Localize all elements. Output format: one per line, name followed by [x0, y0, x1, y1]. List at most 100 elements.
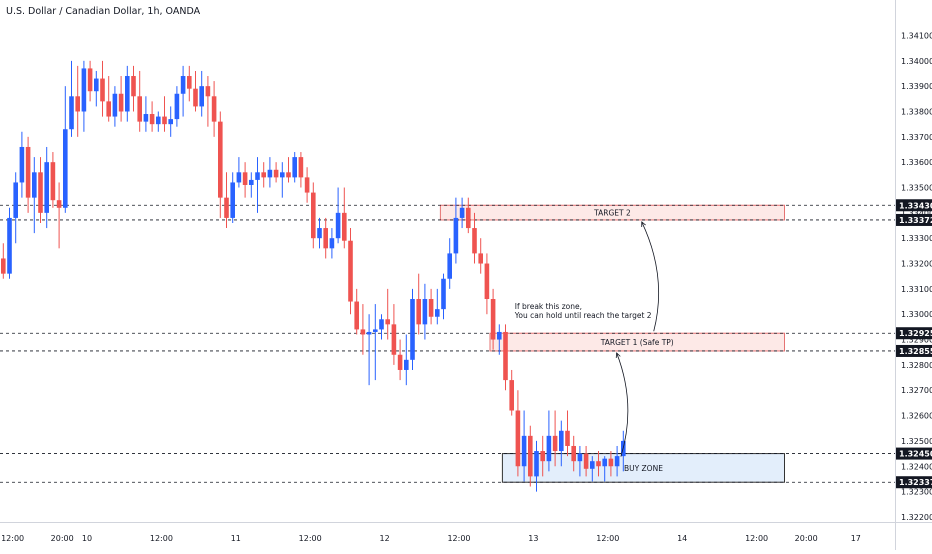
candle-body-94 — [583, 453, 589, 469]
candle-body-70 — [435, 309, 440, 317]
candle-body-17 — [106, 101, 111, 117]
candle-body-84 — [521, 435, 527, 467]
y-tick-14: 1.32700 — [901, 386, 932, 395]
price-label-1: 1.33372 — [899, 216, 932, 225]
candle-body-13 — [81, 68, 87, 112]
candle-body-77 — [478, 253, 483, 264]
candle-body-62 — [385, 319, 390, 325]
candle-body-7 — [44, 162, 49, 213]
annotation-line-1: You can hold until reach the target 2 — [514, 311, 652, 320]
arrow-target1-to-target2 — [641, 221, 660, 332]
candle-body-87 — [540, 451, 545, 462]
candle-body-39 — [242, 172, 248, 185]
candle-body-81 — [503, 331, 508, 381]
candle-body-88 — [546, 435, 552, 462]
y-tick-0: 1.34100 — [901, 31, 932, 40]
y-tick-7: 1.33400 — [901, 209, 932, 218]
candle-body-48 — [298, 157, 304, 178]
candle-body-93 — [577, 453, 583, 462]
candle-body-89 — [552, 435, 558, 452]
candle-body-64 — [397, 354, 403, 370]
candle-body-21 — [131, 76, 136, 97]
price-label-box-2 — [896, 327, 932, 340]
x-tick-13: 17 — [851, 534, 861, 543]
y-tick-5: 1.33600 — [901, 158, 932, 167]
candle-body-28 — [174, 93, 180, 120]
y-tick-1: 1.34000 — [901, 57, 932, 66]
y-tick-18: 1.32300 — [901, 488, 932, 497]
candle-body-80 — [497, 331, 502, 340]
x-tick-7: 12:00 — [447, 534, 470, 543]
zone-label-0: TARGET 2 — [593, 209, 631, 218]
candle-body-95 — [590, 461, 595, 469]
candle-body-16 — [100, 78, 105, 102]
candle-body-85 — [528, 435, 533, 477]
x-tick-8: 13 — [528, 534, 538, 543]
candle-body-27 — [168, 119, 173, 125]
candle-body-32 — [199, 86, 204, 107]
candle-body-8 — [50, 162, 56, 201]
candle-body-50 — [311, 192, 316, 239]
price-label-5: 1.32337 — [899, 478, 932, 487]
candle-body-51 — [317, 228, 322, 239]
x-tick-12: 20:00 — [795, 534, 818, 543]
x-tick-2: 10 — [82, 534, 92, 543]
candle-body-38 — [236, 172, 242, 183]
y-tick-16: 1.32500 — [901, 437, 932, 446]
y-tick-11: 1.33000 — [901, 310, 932, 319]
candle-body-44 — [273, 169, 279, 178]
candle-body-11 — [69, 96, 74, 130]
candle-body-33 — [205, 86, 211, 97]
x-tick-4: 11 — [231, 534, 241, 543]
x-tick-3: 12:00 — [150, 534, 173, 543]
x-tick-6: 12 — [380, 534, 390, 543]
price-label-0: 1.33430 — [899, 201, 932, 210]
candle-body-57 — [354, 301, 359, 330]
candle-body-47 — [292, 157, 297, 178]
y-tick-2: 1.33900 — [901, 82, 932, 91]
candle-body-25 — [156, 116, 161, 125]
candle-body-58 — [360, 329, 366, 335]
candle-body-37 — [230, 182, 235, 218]
y-tick-8: 1.33300 — [901, 234, 932, 243]
y-tick-3: 1.33800 — [901, 107, 932, 116]
candle-body-53 — [329, 238, 335, 249]
candle-body-56 — [348, 240, 353, 302]
candle-body-69 — [428, 299, 434, 317]
x-tick-9: 12:00 — [596, 534, 619, 543]
x-tick-11: 12:00 — [745, 534, 768, 543]
candle-body-12 — [75, 96, 80, 112]
price-label-4: 1.32450 — [899, 450, 932, 459]
candle-body-20 — [125, 76, 130, 112]
candle-body-1 — [7, 217, 12, 274]
candle-body-97 — [602, 458, 607, 467]
candle-body-42 — [261, 172, 266, 178]
y-tick-4: 1.33700 — [901, 133, 932, 142]
y-tick-9: 1.33200 — [901, 260, 932, 269]
candle-body-0 — [1, 258, 6, 274]
candle-body-4 — [25, 146, 31, 198]
candle-body-10 — [63, 129, 68, 208]
candle-body-3 — [19, 146, 25, 183]
candle-body-23 — [143, 114, 149, 122]
y-tick-13: 1.32800 — [901, 361, 932, 370]
candle-body-83 — [515, 410, 521, 467]
candle-body-29 — [180, 76, 186, 94]
candle-body-63 — [391, 324, 397, 355]
candle-body-90 — [559, 430, 564, 452]
candle-body-43 — [267, 169, 273, 178]
x-tick-1: 20:00 — [51, 534, 74, 543]
candle-body-18 — [112, 93, 118, 117]
candle-body-15 — [94, 78, 99, 92]
price-label-3: 1.32855 — [899, 347, 932, 356]
candle-body-5 — [32, 172, 37, 198]
candle-body-14 — [87, 68, 93, 92]
candle-body-74 — [459, 207, 465, 218]
candle-body-35 — [218, 121, 223, 198]
candle-body-72 — [447, 253, 452, 279]
candle-body-65 — [404, 359, 409, 370]
candle-body-68 — [422, 299, 428, 325]
candle-body-66 — [410, 299, 415, 360]
